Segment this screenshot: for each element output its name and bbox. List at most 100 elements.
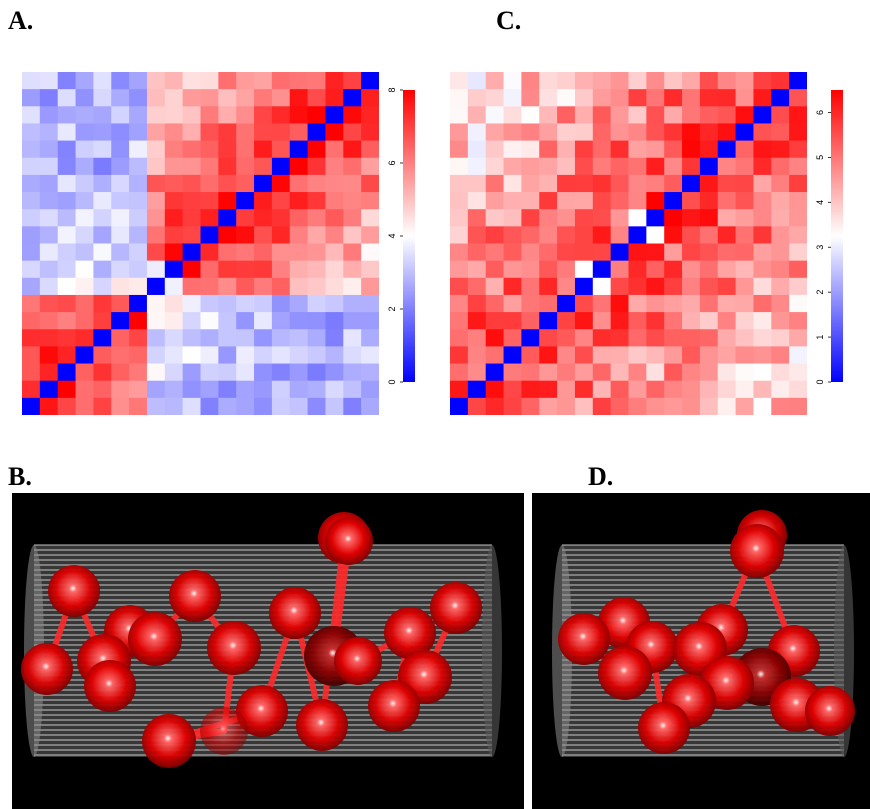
bead [430,582,482,634]
heatmap-cell [218,329,237,347]
heatmap-cell [521,380,540,399]
heatmap-cell [682,106,701,125]
heatmap-cell [22,226,41,245]
heatmap-cell [271,72,291,90]
heatmap-cell [182,329,202,347]
heatmap-cell [682,312,701,330]
heatmap-cell [39,397,59,415]
heatmap-cell [111,363,130,382]
heatmap-cell [75,346,94,365]
heatmap-cell [717,312,737,330]
heatmap-cell [557,294,576,313]
heatmap-cell [164,329,184,347]
heatmap-cell [557,89,576,107]
heatmap-cell [610,329,630,347]
heatmap-cell [771,174,790,193]
heatmap-cell [200,294,219,313]
heatmap-cell [539,380,558,399]
colorbar-tick-label: 5 [815,155,825,160]
heatmap-cell [39,243,59,262]
heatmap-cell [485,243,505,262]
heatmap-cell [485,174,505,193]
heatmap-cell [646,380,665,399]
heatmap-cell [236,72,255,90]
heatmap-cell [503,363,522,382]
heatmap-cell [289,380,309,399]
heatmap-cell [557,363,576,382]
heatmap-cell [129,329,148,347]
heatmap-cell [254,380,273,399]
heatmap-cell [646,157,665,176]
heatmap-cell [664,157,683,176]
heatmap-cell [200,226,219,245]
heatmap-cell [735,329,755,347]
heatmap-cell [467,157,487,176]
heatmap-cell [735,192,755,210]
heatmap-cell [682,192,701,210]
heatmap-cell [39,294,59,313]
heatmap-cell [485,277,505,296]
colorbar-tick-label: 4 [387,233,397,238]
heatmap-cell [325,140,344,159]
heatmap-cell [485,140,505,159]
heatmap-cell [450,192,469,210]
heatmap-cell [503,157,522,176]
heatmap-cell [129,277,148,296]
heatmap-cell [789,312,807,330]
heatmap-cell [789,192,807,210]
heatmap-cell [236,363,255,382]
heatmap-cell [325,346,344,365]
colorbar-tick-label: 4 [815,200,825,205]
heatmap-cell [735,277,755,296]
heatmap-cell [146,209,166,227]
heatmap-cell [717,346,737,365]
heatmap-cell [753,312,772,330]
bead [598,646,652,700]
heatmap-cell [39,312,59,330]
heatmap-cell [361,106,379,125]
heatmap-cell [325,329,344,347]
heatmap-cell [664,260,683,279]
heatmap-cell [182,209,202,227]
heatmap-cell [271,226,291,245]
heatmap-cell [539,106,558,125]
heatmap-cell [557,140,576,159]
heatmap-cell [22,260,41,279]
heatmap-cell [574,346,594,365]
heatmap-cell [343,294,362,313]
heatmap-cell [539,226,558,245]
heatmap-cell [164,243,184,262]
heatmap-cell [467,106,487,125]
heatmap-cell [610,140,630,159]
heatmap-cell [789,226,807,245]
heatmap-cell [699,226,719,245]
heatmap-cell [682,329,701,347]
heatmap-cell [146,243,166,262]
heatmap-cell [521,89,540,107]
heatmap-cell [289,260,309,279]
heatmap-cell [450,157,469,176]
heatmap-cell [218,106,237,125]
heatmap-cell [75,380,94,399]
heatmap-cell [307,89,327,107]
heatmap-cell [628,123,647,142]
heatmap-cell [218,294,237,313]
heatmap-cell [699,363,719,382]
heatmap-cell [57,243,77,262]
heatmap-cell [574,363,594,382]
heatmap-cell [325,106,344,125]
bead [384,607,436,659]
heatmap-cell [450,294,469,313]
heatmap-cell [129,294,148,313]
heatmap-cell [164,226,184,245]
heatmap-cell [182,243,202,262]
heatmap-cell [361,380,379,399]
heatmap-cell [485,106,505,125]
heatmap-cell [164,294,184,313]
heatmap-cell [22,397,41,415]
heatmap-cell [717,294,737,313]
heatmap-cell [557,192,576,210]
colorbar-tick-label: 0 [387,379,397,384]
heatmap-cell [557,329,576,347]
heatmap-cell [164,312,184,330]
